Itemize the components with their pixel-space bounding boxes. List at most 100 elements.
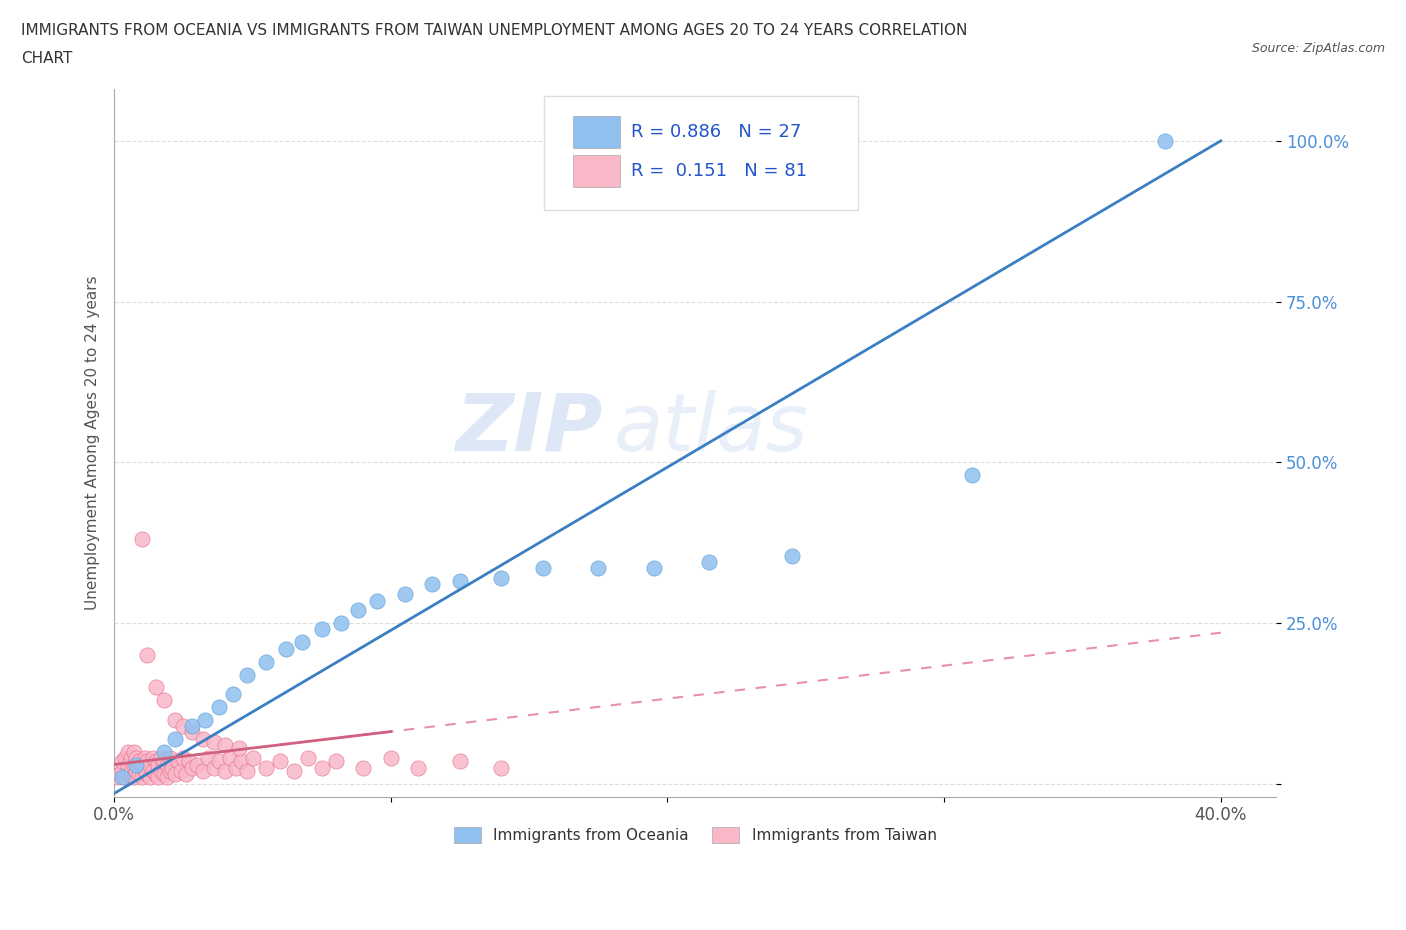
Point: [153, 754, 176, 769]
Point: [352, 761, 374, 776]
Point: [114, 770, 136, 785]
Point: [643, 561, 665, 576]
Point: [491, 571, 513, 586]
Text: Source: ZipAtlas.com: Source: ZipAtlas.com: [1251, 42, 1385, 55]
Point: [128, 754, 150, 769]
Point: [311, 761, 333, 776]
Point: [165, 766, 187, 781]
Point: [136, 766, 159, 781]
Point: [134, 751, 156, 765]
Point: [177, 754, 200, 769]
Point: [219, 751, 242, 765]
Point: [156, 770, 179, 785]
Point: [191, 731, 214, 746]
Point: [142, 764, 165, 778]
Point: [165, 712, 187, 727]
Point: [236, 764, 259, 778]
Point: [491, 761, 513, 776]
Point: [159, 751, 181, 765]
Point: [297, 751, 319, 765]
Point: [145, 754, 167, 769]
Point: [136, 648, 159, 663]
Point: [120, 764, 142, 778]
Point: [1154, 133, 1177, 148]
Point: [194, 712, 217, 727]
Point: [131, 757, 153, 772]
Point: [108, 766, 131, 781]
Point: [380, 751, 402, 765]
Text: ZIP: ZIP: [454, 390, 602, 468]
Point: [780, 548, 803, 563]
Point: [134, 764, 156, 778]
Legend: Immigrants from Oceania, Immigrants from Taiwan: Immigrants from Oceania, Immigrants from…: [447, 821, 943, 849]
Point: [150, 751, 173, 765]
Point: [156, 757, 179, 772]
Point: [111, 770, 134, 785]
Point: [172, 751, 194, 765]
Point: [111, 754, 134, 769]
Text: R = 0.886   N = 27: R = 0.886 N = 27: [631, 123, 801, 140]
Point: [236, 667, 259, 682]
Point: [208, 754, 231, 769]
Text: R =  0.151   N = 81: R = 0.151 N = 81: [631, 162, 807, 179]
Point: [225, 761, 247, 776]
Point: [131, 770, 153, 785]
Point: [136, 754, 159, 769]
Point: [197, 751, 219, 765]
Point: [283, 764, 305, 778]
Point: [122, 770, 145, 785]
Point: [166, 754, 188, 769]
Point: [117, 744, 139, 759]
Point: [254, 761, 277, 776]
Point: [150, 764, 173, 778]
Point: [291, 635, 314, 650]
Point: [231, 754, 253, 769]
Point: [120, 751, 142, 765]
Point: [180, 719, 202, 734]
Point: [202, 761, 225, 776]
Point: [180, 761, 202, 776]
Point: [145, 680, 167, 695]
Point: [254, 654, 277, 669]
Point: [153, 766, 176, 781]
Point: [228, 741, 250, 756]
Point: [117, 766, 139, 781]
Point: [269, 754, 291, 769]
Point: [274, 642, 297, 657]
Point: [202, 735, 225, 750]
Point: [153, 693, 176, 708]
Point: [394, 587, 416, 602]
Point: [139, 770, 162, 785]
Point: [242, 751, 264, 765]
Point: [105, 770, 128, 785]
Point: [191, 764, 214, 778]
Point: [449, 574, 471, 589]
Point: [139, 757, 162, 772]
Point: [186, 757, 208, 772]
Point: [588, 561, 610, 576]
Point: [408, 761, 430, 776]
Point: [148, 757, 170, 772]
Point: [697, 554, 720, 569]
Point: [366, 593, 388, 608]
Point: [180, 724, 202, 739]
Point: [162, 761, 184, 776]
Point: [165, 731, 187, 746]
Point: [325, 754, 347, 769]
Point: [420, 577, 443, 591]
Point: [148, 770, 170, 785]
Bar: [574, 116, 620, 148]
Point: [531, 561, 554, 576]
Point: [111, 764, 134, 778]
Bar: [574, 154, 620, 187]
Point: [142, 751, 165, 765]
Point: [128, 766, 150, 781]
Point: [131, 532, 153, 547]
Point: [125, 757, 148, 772]
Y-axis label: Unemployment Among Ages 20 to 24 years: Unemployment Among Ages 20 to 24 years: [86, 275, 100, 610]
Point: [159, 764, 181, 778]
Point: [311, 622, 333, 637]
Point: [172, 719, 194, 734]
Point: [125, 751, 148, 765]
Point: [960, 468, 983, 483]
